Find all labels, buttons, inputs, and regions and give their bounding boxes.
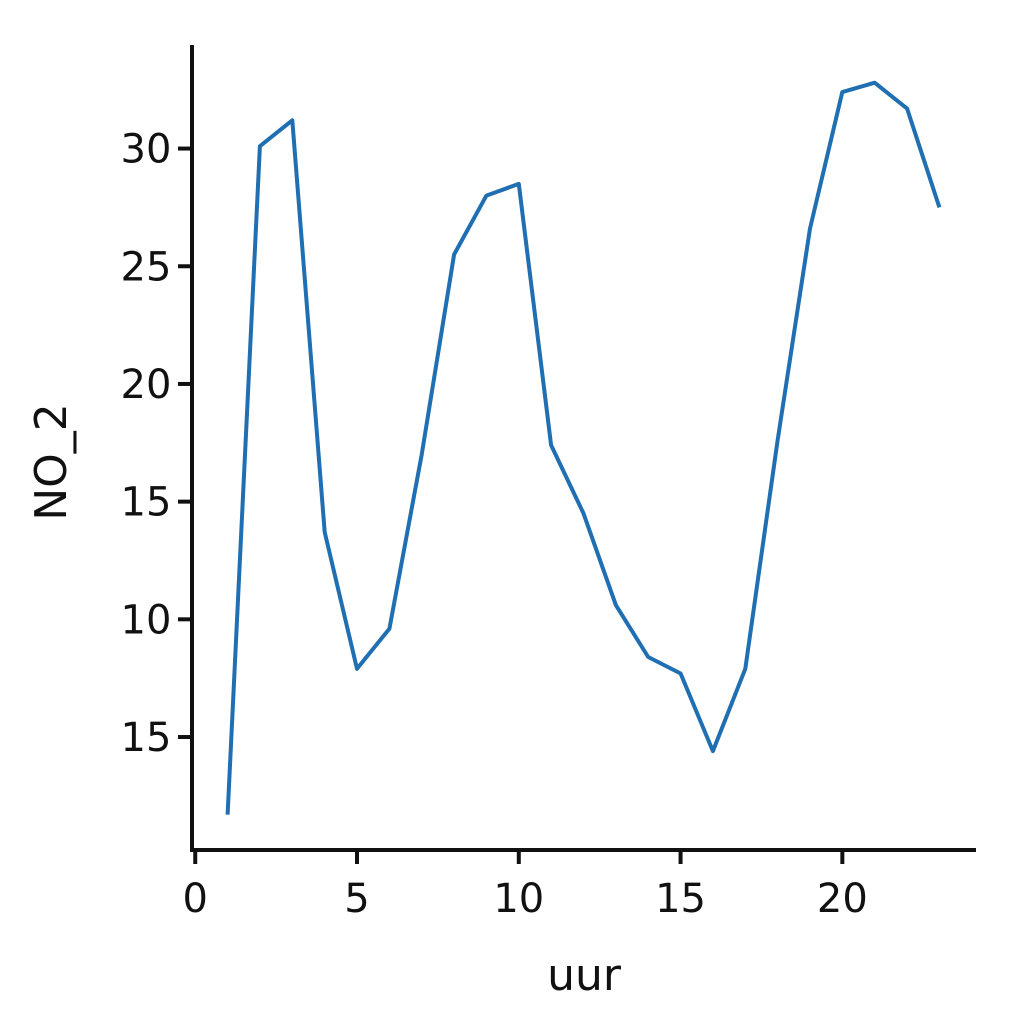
x-tick-label: 20 (817, 876, 868, 922)
series-line (228, 83, 940, 815)
y-tick-label: 20 (121, 362, 172, 408)
y-tick-label: 25 (121, 244, 172, 290)
x-tick-label: 10 (493, 876, 544, 922)
x-tick-label: 15 (655, 876, 706, 922)
y-tick-label: 10 (121, 597, 172, 643)
x-axis-label: uur (547, 950, 622, 1001)
x-tick-label: 5 (344, 876, 369, 922)
x-tick-label: 0 (183, 876, 208, 922)
y-tick-label: 30 (121, 127, 172, 173)
y-tick-label: 15 (121, 480, 172, 526)
y-tick-label: 15 (121, 715, 172, 761)
y-axis-label: NO_2 (26, 403, 77, 521)
